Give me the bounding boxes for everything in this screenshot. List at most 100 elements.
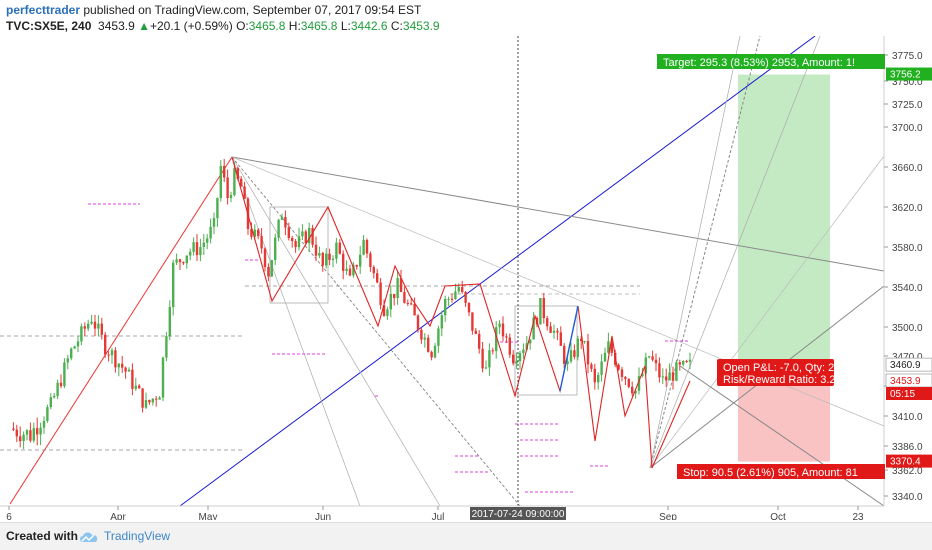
ohlc-line: TVC:SX5E, 240 3453.9 ▲+20.1 (+0.59%) O:3… xyxy=(6,18,926,34)
candle-body xyxy=(263,248,267,267)
candle-body xyxy=(318,253,321,256)
candle-body xyxy=(260,236,263,249)
candle-body xyxy=(253,229,256,237)
gray-steep-line xyxy=(649,36,761,469)
gray-down-line xyxy=(679,365,885,507)
wave-annotations[interactable] xyxy=(231,156,691,469)
x-tick-label: Oct xyxy=(770,512,786,520)
price-tag-stop: 3370.4 xyxy=(890,457,921,468)
candle-body xyxy=(549,326,552,333)
candle-body xyxy=(447,298,450,300)
price-tags: 3756.2 3460.9 3453.9 05:15 3370.4 xyxy=(885,67,932,468)
y-tick-label: 3775.0 xyxy=(892,51,923,62)
candle-body xyxy=(49,397,52,408)
candle-body xyxy=(420,329,423,340)
x-tick-label: Apr xyxy=(110,512,126,520)
candle-body xyxy=(87,323,90,329)
candle-body xyxy=(294,241,297,248)
candle-body xyxy=(624,376,627,379)
candle-body xyxy=(637,376,641,391)
candle-body xyxy=(685,360,688,362)
candle-body xyxy=(352,265,355,276)
price-chart[interactable]: 3775.0 3750.0 3725.0 3700.0 3660.0 3620.0 3580… xyxy=(0,36,932,520)
price-tag-target: 3756.2 xyxy=(890,70,921,81)
author-link[interactable]: perfecttrader xyxy=(6,3,81,17)
stop-label-box xyxy=(677,464,885,479)
candle-body xyxy=(206,238,209,243)
y-tick-label: 3540.0 xyxy=(892,283,923,294)
candle-body xyxy=(461,287,464,292)
candle-body xyxy=(22,434,25,442)
symbol-label[interactable]: TVC:SX5E, 240 xyxy=(6,19,92,33)
candle-body xyxy=(488,350,491,368)
candle-body xyxy=(563,345,566,364)
candle-body xyxy=(63,362,66,387)
candle-body xyxy=(444,298,447,316)
candle-body xyxy=(212,218,216,227)
candle-body xyxy=(440,315,443,329)
y-tick-label: 3580.0 xyxy=(892,243,923,254)
candle-body xyxy=(121,363,124,368)
candle-body xyxy=(229,195,233,199)
change-arrow-icon: ▲ xyxy=(138,19,150,33)
candle-body xyxy=(168,307,171,337)
candle-body xyxy=(148,400,151,403)
open-label: O: xyxy=(236,19,249,33)
candle-body xyxy=(284,216,287,228)
candle-body xyxy=(39,427,42,435)
candle-body xyxy=(627,378,630,387)
candle-body xyxy=(569,350,573,362)
y-tick-label: 3700.0 xyxy=(892,123,923,134)
candle-body xyxy=(382,305,386,316)
candle-body xyxy=(19,436,22,442)
candle-body xyxy=(53,395,56,398)
candle-body xyxy=(138,385,141,389)
candle-body xyxy=(641,373,644,377)
candle-body xyxy=(675,362,678,381)
candle-body xyxy=(512,354,515,364)
candle-body xyxy=(291,237,294,242)
candle-body xyxy=(430,351,433,358)
candle-body xyxy=(399,278,403,292)
candle-body xyxy=(372,267,375,274)
y-tick-label: 3386.0 xyxy=(892,442,923,453)
candle-body xyxy=(338,242,341,254)
candle-body xyxy=(515,361,518,364)
candle-body xyxy=(580,338,583,342)
candle-body xyxy=(590,364,593,369)
candle-body xyxy=(389,293,392,310)
candle-body xyxy=(437,328,440,346)
candle-body xyxy=(233,168,236,196)
candle-body xyxy=(97,323,100,329)
position-labels[interactable]: Target: 295.3 (8.53%) 2953, Amount: 1! O… xyxy=(657,54,885,479)
price-tag-box-target xyxy=(886,67,932,81)
candle-body xyxy=(226,177,229,199)
candle-body xyxy=(15,429,18,437)
candle-body xyxy=(90,321,93,324)
candle-body xyxy=(216,198,219,219)
candle-body xyxy=(525,343,528,350)
candle-body xyxy=(12,428,15,430)
y-tick-label: 3660.0 xyxy=(892,163,923,174)
candle-body xyxy=(668,372,671,381)
candle-body xyxy=(189,251,192,256)
candle-body xyxy=(620,369,624,377)
target-label-box xyxy=(657,54,885,69)
y-tick-label: 3750.0 xyxy=(892,77,923,88)
candle-body xyxy=(301,231,304,237)
y-tick-label: 3620.0 xyxy=(892,203,923,214)
wave-blue-segment xyxy=(559,305,579,392)
candle-body xyxy=(304,231,307,244)
candle-body xyxy=(219,166,222,199)
candle-body xyxy=(236,168,239,179)
gray-fan-line-2 xyxy=(231,156,361,507)
candle-body xyxy=(345,268,348,271)
candle-body xyxy=(29,430,32,441)
candle-body xyxy=(393,293,396,298)
tradingview-brand-link[interactable]: TradingView xyxy=(104,529,171,543)
candle-body xyxy=(478,333,481,349)
candle-body xyxy=(257,229,260,237)
y-tick-label: 3470.0 xyxy=(892,352,923,363)
candle-body xyxy=(348,268,352,276)
low-value: 3442.6 xyxy=(350,19,388,33)
